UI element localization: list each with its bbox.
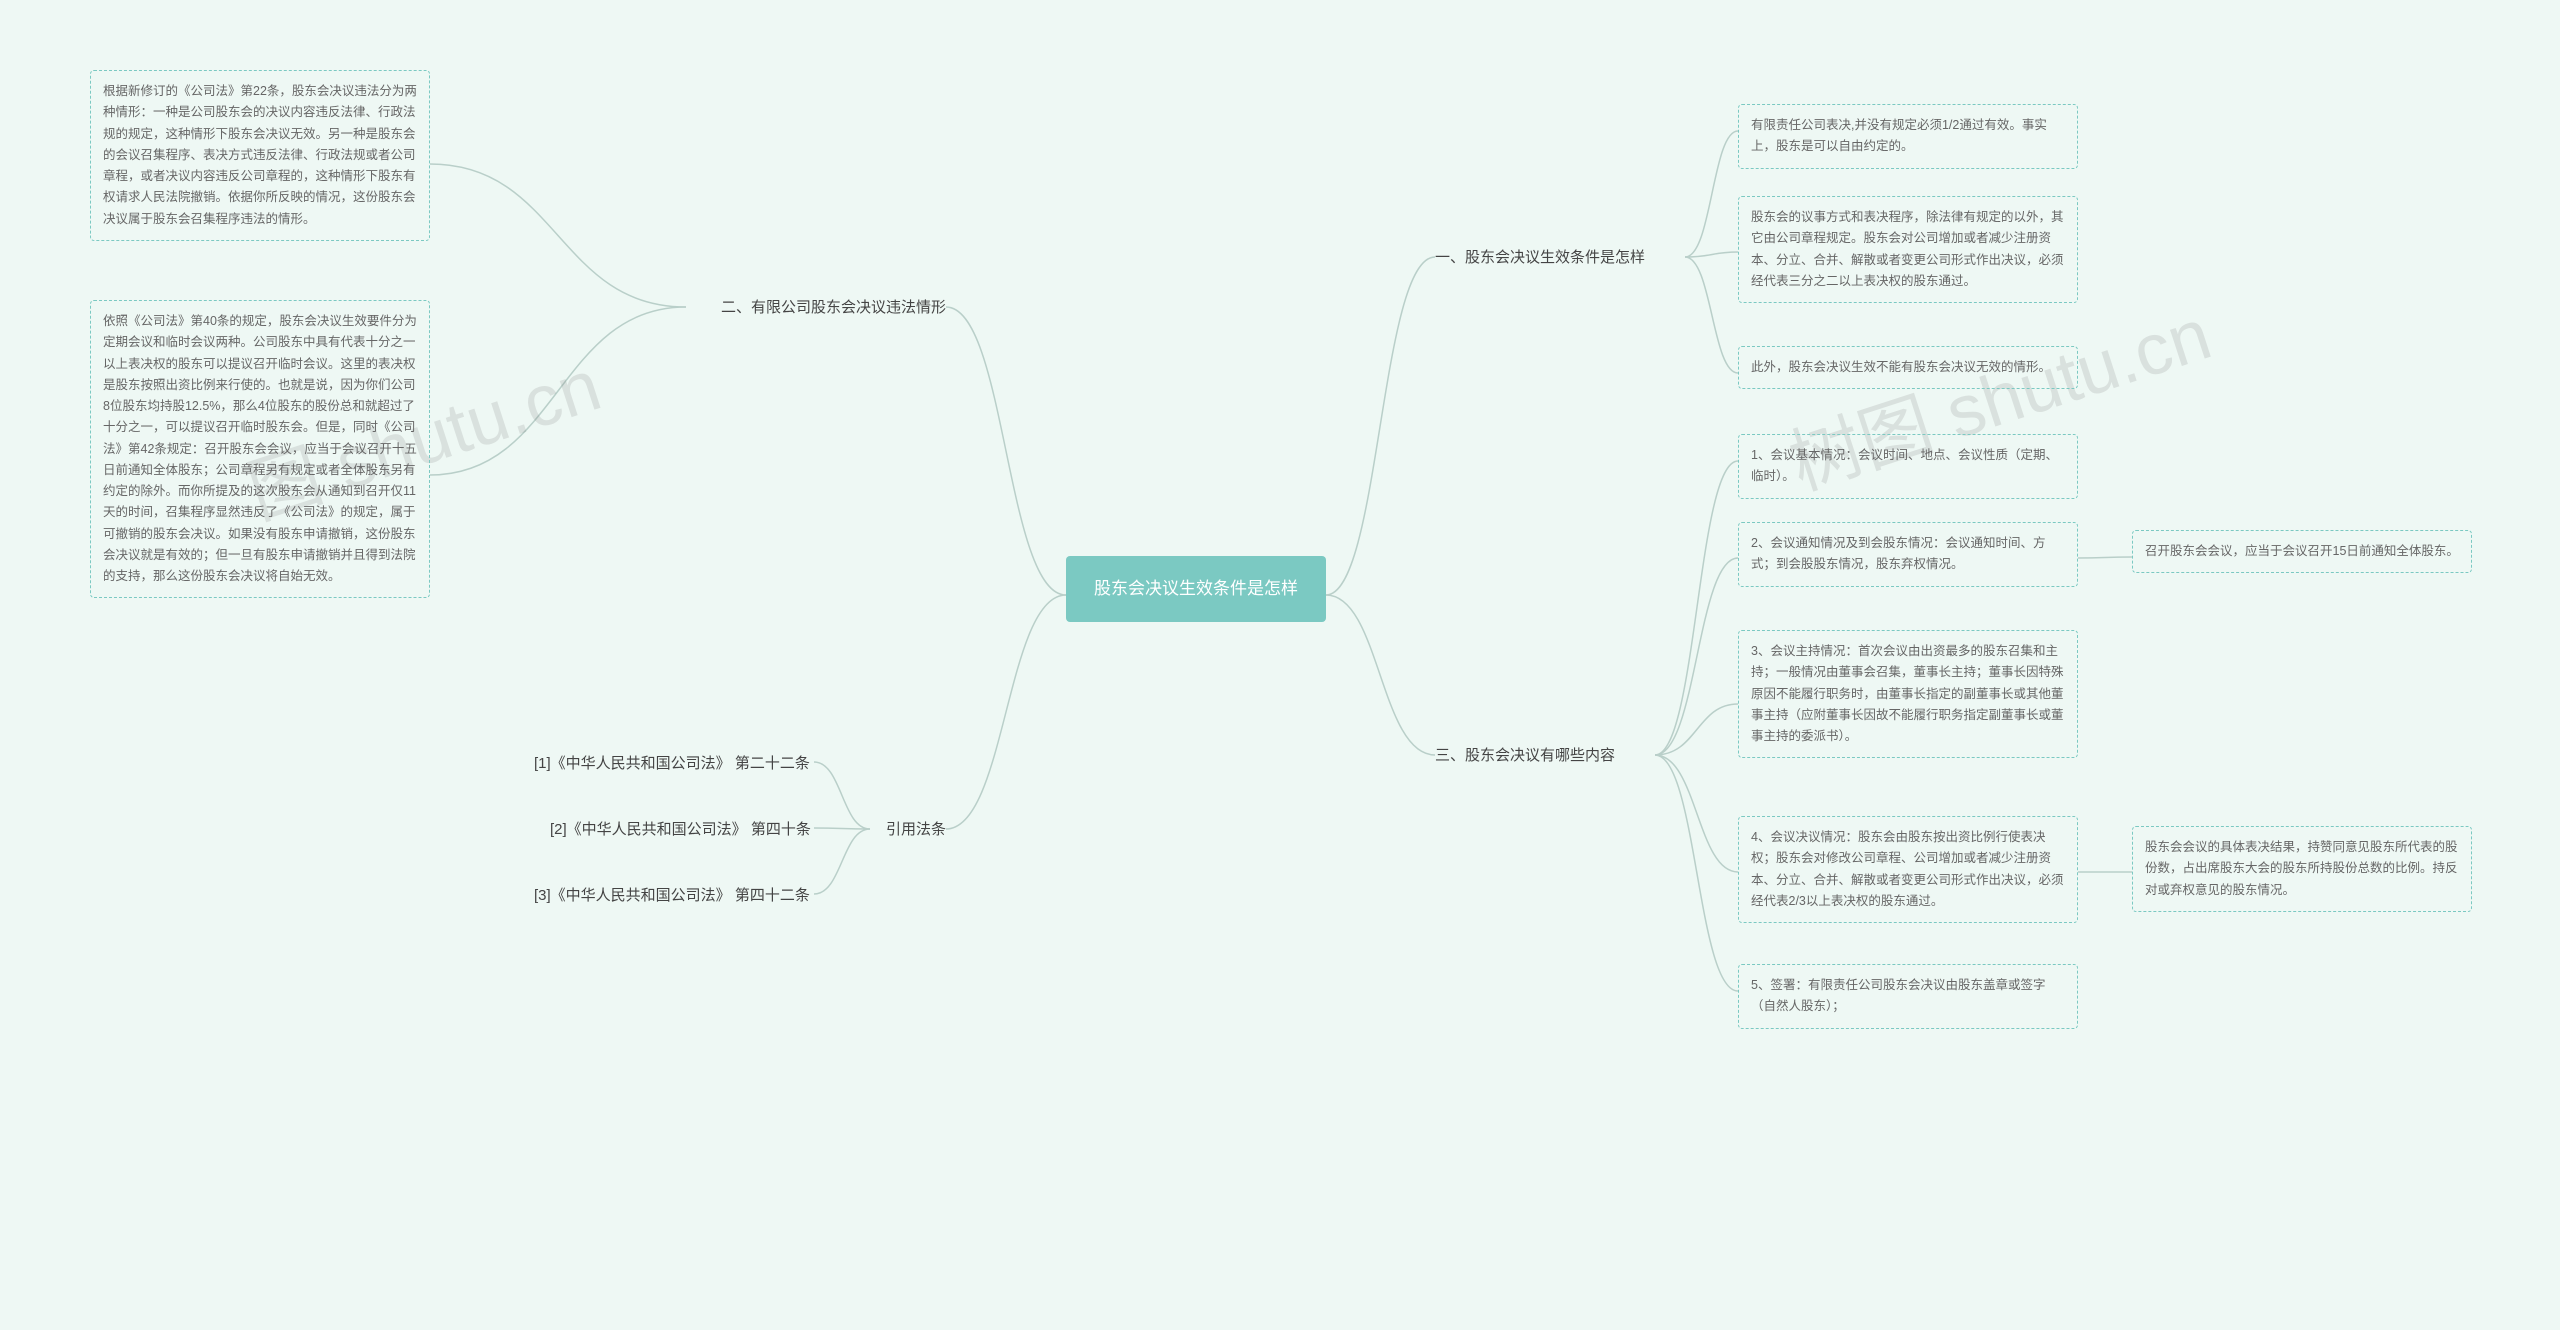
connector: [1685, 131, 1738, 257]
branch-b2[interactable]: 二、有限公司股东会决议违法情形: [686, 296, 946, 320]
leaf-b1c3: 此外，股东会决议生效不能有股东会决议无效的情形。: [1738, 346, 2078, 389]
leaf-b4c1: [1]《中华人民共和国公司法》 第二十二条: [534, 752, 814, 776]
connector: [1685, 252, 1738, 257]
leaf-b3c4: 4、会议决议情况：股东会由股东按出资比例行使表决权；股东会对修改公司章程、公司增…: [1738, 816, 2078, 923]
root-node[interactable]: 股东会决议生效条件是怎样: [1066, 556, 1326, 622]
branch-b1[interactable]: 一、股东会决议生效条件是怎样: [1435, 246, 1645, 270]
leaf-b3c5: 5、签署：有限责任公司股东会决议由股东盖章或签字（自然人股东）；: [1738, 964, 2078, 1029]
leaf-b3c3: 3、会议主持情况：首次会议由出资最多的股东召集和主持；一般情况由董事会召集，董事…: [1738, 630, 2078, 758]
leaf-b2c1: 根据新修订的《公司法》第22条，股东会决议违法分为两种情形：一种是公司股东会的决…: [90, 70, 430, 241]
connector: [1655, 755, 1738, 991]
connector: [430, 164, 686, 307]
leaf-b3c2a: 召开股东会会议，应当于会议召开15日前通知全体股东。: [2132, 530, 2472, 573]
connector: [814, 762, 870, 829]
leaf-b2c2: 依照《公司法》第40条的规定，股东会决议生效要件分为定期会议和临时会议两种。公司…: [90, 300, 430, 598]
leaf-b3c1: 1、会议基本情况：会议时间、地点、会议性质（定期、临时）。: [1738, 434, 2078, 499]
connector: [2078, 557, 2132, 558]
branch-b3[interactable]: 三、股东会决议有哪些内容: [1435, 744, 1615, 768]
branch-b4[interactable]: 引用法条: [870, 818, 946, 842]
connector: [946, 595, 1066, 829]
leaf-b4c3: [3]《中华人民共和国公司法》 第四十二条: [534, 884, 814, 908]
connector: [430, 307, 686, 475]
leaf-b4c2: [2]《中华人民共和国公司法》 第四十条: [550, 818, 815, 842]
connector: [1655, 704, 1738, 755]
connector: [1326, 595, 1435, 755]
leaf-b1c2: 股东会的议事方式和表决程序，除法律有规定的以外，其它由公司章程规定。股东会对公司…: [1738, 196, 2078, 303]
leaf-b3c2: 2、会议通知情况及到会股东情况：会议通知时间、方式；到会股股东情况，股东弃权情况…: [1738, 522, 2078, 587]
connector: [1655, 461, 1738, 755]
connector: [1685, 257, 1738, 373]
connector: [814, 828, 870, 829]
connector: [1326, 257, 1435, 595]
leaf-b1c1: 有限责任公司表决,并没有规定必须1/2通过有效。事实上，股东是可以自由约定的。: [1738, 104, 2078, 169]
connector: [814, 829, 870, 894]
connector: [946, 307, 1066, 595]
connector: [1655, 558, 1738, 755]
connector: [1655, 755, 1738, 872]
leaf-b3c4a: 股东会会议的具体表决结果，持赞同意见股东所代表的股份数，占出席股东大会的股东所持…: [2132, 826, 2472, 912]
